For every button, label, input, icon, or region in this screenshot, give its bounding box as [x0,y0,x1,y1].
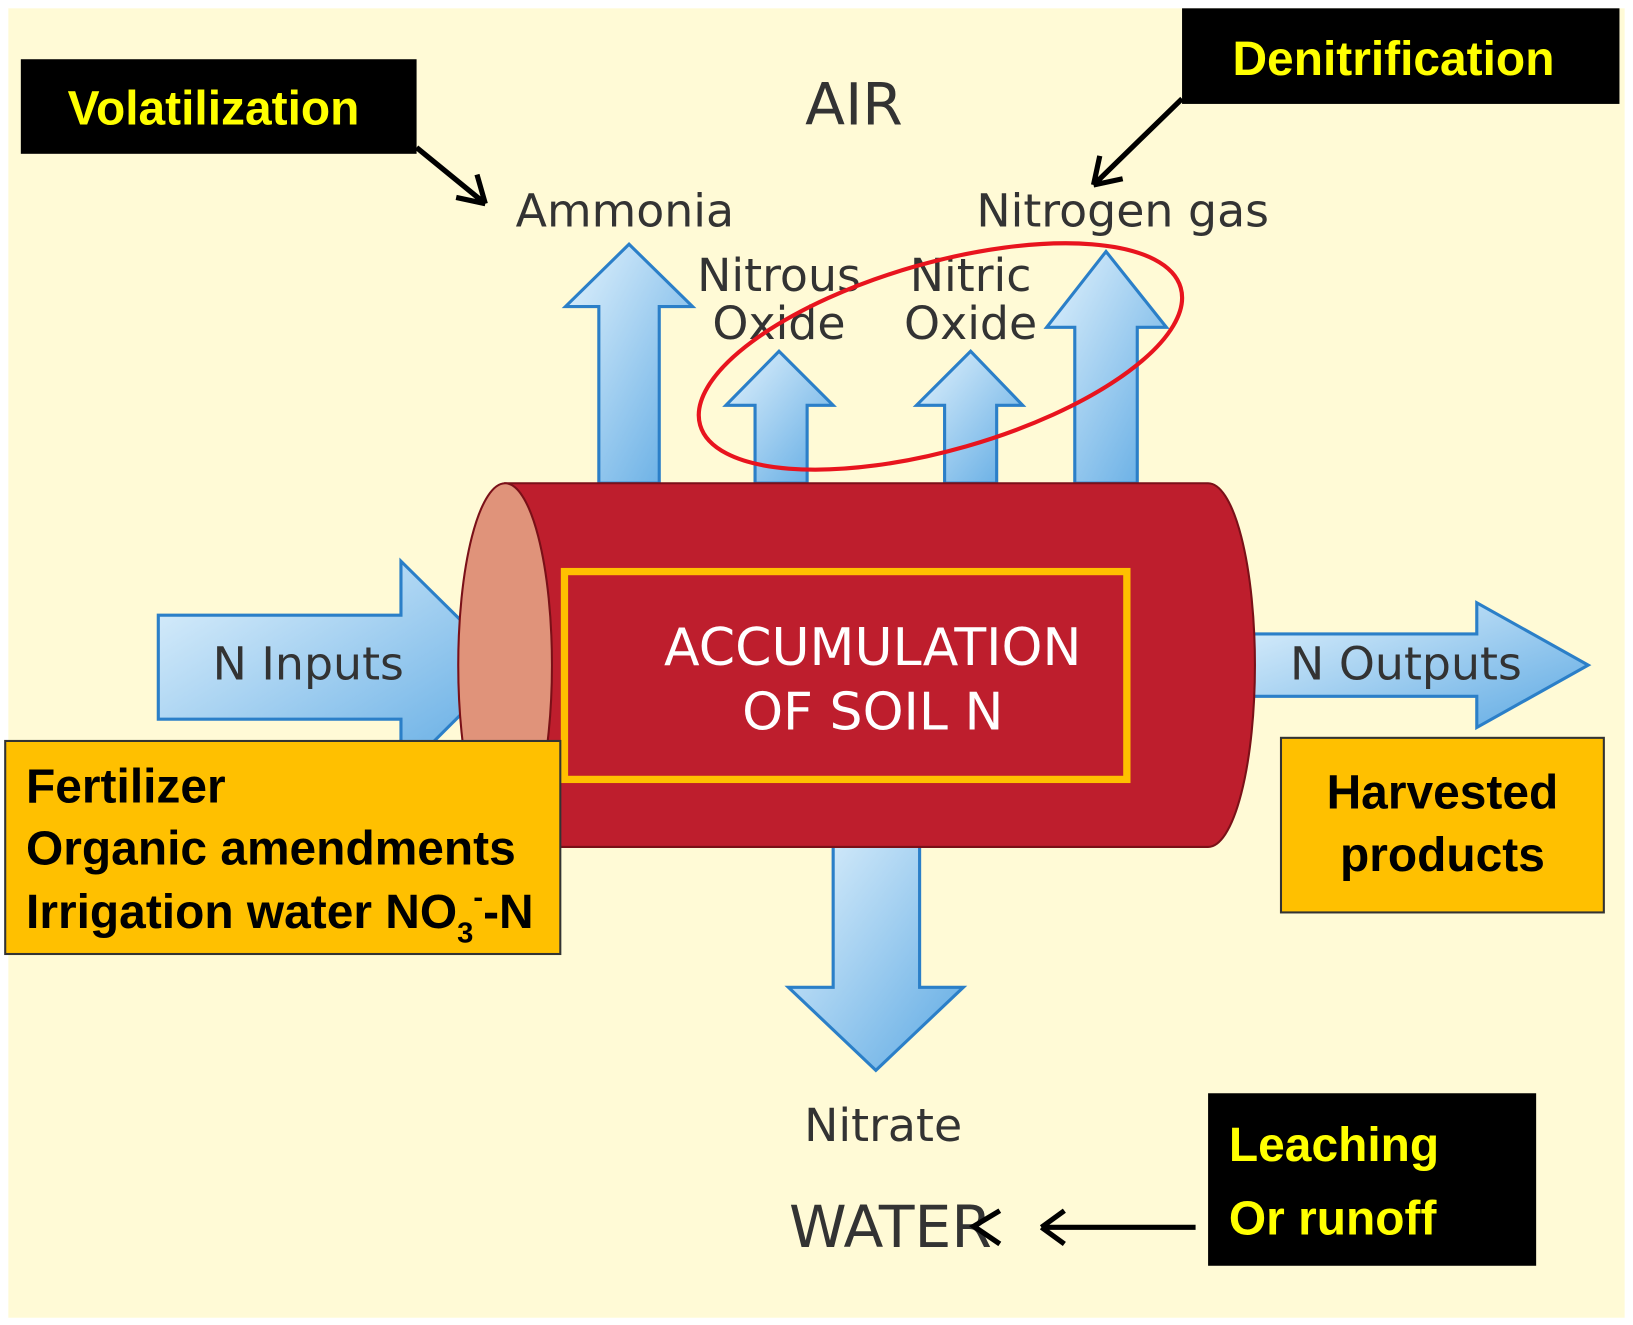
inputs-arrow [156,557,511,778]
ammonia-arrow [561,242,697,485]
nitrate-label: Nitrate [804,1099,962,1152]
nitric-label: Nitric [910,249,1032,302]
n-inputs-label: N Inputs [213,638,404,691]
irrigation-tail: -N [483,886,534,939]
denitrification-label: Denitrification [1232,33,1554,86]
output-line: Harvested [1327,767,1559,820]
outputs-arrow [1242,600,1592,731]
nitrous-label: Nitrous [697,249,861,302]
inputs-box [4,739,562,956]
irrigation-sub: 3 [457,918,473,950]
accumulation-line: OF SOIL N [742,683,1003,743]
accumulation-line: ACCUMULATION [664,618,1081,678]
nitrogen-arrow [1043,248,1170,485]
accumulation-frame [560,567,1131,784]
nitrogen-gas-label: Nitrogen gas [976,185,1269,238]
nitric-arrow [912,349,1027,485]
irrigation-text: Irrigation water NO [26,886,457,939]
highlight-ellipse [696,241,1185,472]
input-line: Organic amendments [26,823,516,876]
irrigation-sup: - [473,882,483,914]
pointer-arrows [414,96,1196,1247]
volatilization-box [20,59,417,154]
nitrate-arrow [784,829,968,1073]
output-line: products [1340,829,1545,882]
outputs-box [1279,736,1605,914]
air-label: AIR [805,71,903,139]
water-label: WATER [789,1193,992,1261]
leaching-box [1208,1093,1537,1266]
leaching-label: Or runoff [1229,1193,1438,1246]
nitric-label: Oxide [904,297,1037,350]
input-line: Irrigation water NO3--N [26,882,534,949]
ammonia-label: Ammonia [516,185,734,238]
leaching-label: Leaching [1229,1119,1439,1172]
input-line: Fertilizer [26,760,226,813]
denitrification-box [1182,8,1620,104]
volatilization-label: Volatilization [68,83,360,136]
n-outputs-label: N Outputs [1290,638,1522,691]
